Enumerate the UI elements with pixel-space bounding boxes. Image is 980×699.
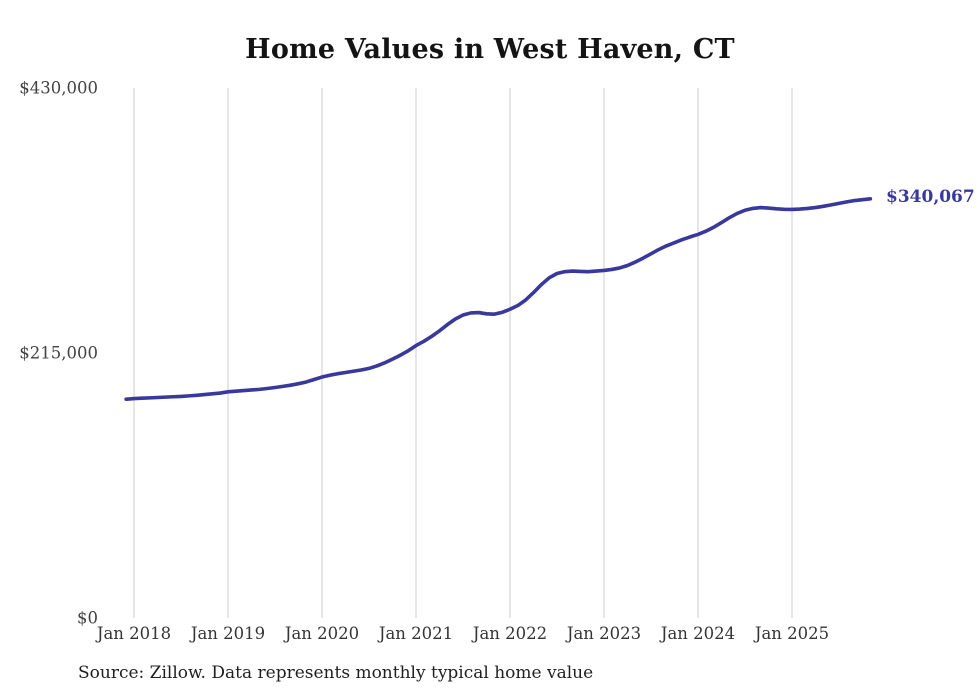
x-tick-jan-2019: Jan 2019: [190, 624, 266, 643]
source-note: Source: Zillow. Data represents monthly …: [78, 663, 594, 683]
x-tick-jan-2021: Jan 2021: [378, 624, 454, 643]
x-tick-jan-2024: Jan 2024: [660, 624, 736, 643]
gridlines: [133, 88, 793, 618]
value-line-series: [124, 197, 873, 402]
x-tick-jan-2023: Jan 2023: [566, 624, 642, 643]
x-tick-jan-2022: Jan 2022: [472, 624, 548, 643]
x-tick-jan-2020: Jan 2020: [284, 624, 360, 643]
x-tick-jan-2018: Jan 2018: [96, 624, 172, 643]
y-tick-215000: $215,000: [19, 343, 98, 363]
y-tick-430000: $430,000: [19, 78, 98, 98]
y-tick-0: $0: [77, 608, 98, 628]
x-tick-jan-2025: Jan 2025: [754, 624, 830, 643]
chart-title: Home Values in West Haven, CT: [245, 34, 735, 65]
last-value-label: $340,067: [886, 187, 975, 207]
